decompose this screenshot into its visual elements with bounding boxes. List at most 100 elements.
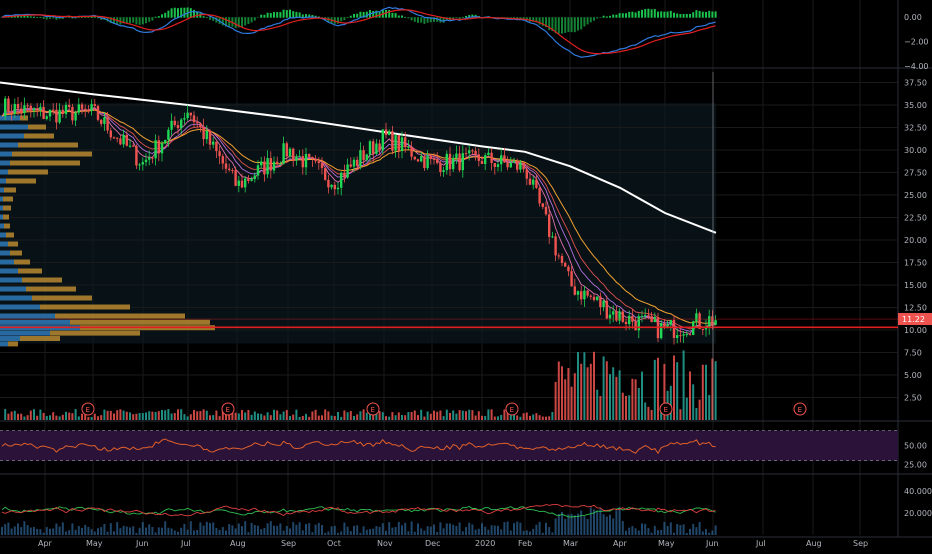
volume-profile-bar-blue — [0, 286, 26, 292]
adx-bar — [74, 529, 77, 535]
candle-body — [112, 137, 116, 139]
candle-body — [448, 153, 452, 170]
candle-body — [16, 104, 20, 109]
macd-histogram-bar — [615, 14, 618, 18]
candle-body — [506, 162, 509, 168]
macd-histogram-bar — [433, 17, 435, 22]
volume-bar — [359, 411, 362, 420]
volume-bar — [519, 416, 522, 420]
adx-bar — [103, 523, 106, 535]
candle-body — [647, 315, 650, 317]
volume-bar — [394, 415, 397, 420]
candle-body — [263, 161, 266, 175]
price-tick-label: 12.50 — [904, 304, 927, 313]
adx-bar — [612, 518, 615, 535]
macd-histogram-bar — [465, 15, 467, 18]
volume-profile-bar-gold — [18, 268, 42, 274]
candle-body — [487, 152, 490, 156]
adx-bar — [564, 518, 567, 535]
macd-histogram-bar — [605, 16, 608, 18]
adx-bar — [471, 524, 474, 535]
candle-body — [596, 296, 599, 300]
candle-body — [276, 161, 279, 165]
adx-bar — [202, 525, 205, 535]
adx-bar — [516, 521, 519, 535]
macd-histogram-bar — [609, 15, 611, 18]
volume-bar — [65, 411, 67, 420]
earnings-marker-label: E — [510, 406, 514, 414]
volume-bar — [340, 416, 343, 420]
adx-bar — [215, 527, 218, 535]
volume-bar — [109, 410, 112, 420]
macd-histogram-bar — [279, 12, 282, 18]
adx-bar — [423, 530, 426, 535]
adx-bar — [676, 524, 679, 535]
candle-body — [186, 112, 189, 119]
macd-histogram-bar — [141, 17, 144, 25]
candle-body — [445, 153, 448, 171]
adx-bar — [650, 532, 653, 535]
adx-bar — [618, 507, 621, 535]
volume-bar — [74, 409, 77, 420]
macd-histogram-bar — [276, 12, 279, 18]
adx-bar — [468, 522, 471, 535]
candle-body — [170, 120, 173, 130]
adx-bar — [205, 521, 208, 535]
macd-histogram-bar — [532, 17, 535, 22]
volume-bar — [391, 412, 394, 420]
candle-body — [128, 145, 132, 147]
volume-bar — [113, 413, 115, 420]
candle-body — [58, 109, 61, 123]
volume-bar — [330, 415, 333, 420]
volume-profile-bar-blue — [0, 187, 4, 193]
volume-bar — [225, 410, 227, 420]
volume-profile-bar-blue — [0, 277, 22, 283]
candle-body — [634, 321, 637, 331]
adx-bar — [490, 525, 493, 535]
adx-bar — [109, 523, 112, 535]
macd-histogram-bar — [180, 7, 183, 18]
macd-histogram-bar — [455, 17, 458, 18]
macd-histogram-bar — [167, 10, 170, 18]
macd-histogram-bar — [244, 17, 247, 26]
adx-bar — [225, 530, 227, 535]
candle-body — [228, 168, 231, 171]
volume-bar — [183, 414, 186, 420]
adx-bar — [353, 525, 355, 535]
adx-bar — [209, 523, 211, 535]
candle-body — [231, 170, 234, 172]
macd-histogram-bar — [417, 17, 419, 23]
adx-bar — [493, 525, 496, 535]
adx-bar — [426, 526, 429, 535]
adx-bar — [244, 521, 247, 535]
macd-histogram-bar — [145, 17, 147, 24]
macd-histogram-bar — [695, 10, 698, 18]
macd-histogram-bar — [138, 17, 141, 25]
volume-bar — [695, 408, 698, 420]
adx-bar — [39, 529, 42, 535]
adx-bar — [65, 531, 67, 535]
adx-bar — [375, 526, 378, 535]
candle-body — [685, 334, 688, 336]
adx-bar — [346, 526, 349, 535]
volume-profile-bar-blue — [0, 214, 3, 220]
macd-histogram-bar — [545, 17, 547, 28]
candle-body — [388, 131, 391, 135]
volume-bar — [81, 413, 83, 420]
macd-histogram-bar — [81, 16, 83, 18]
volume-bar — [535, 413, 538, 420]
candle-body — [660, 323, 663, 339]
volume-bar — [247, 410, 250, 420]
volume-bar — [676, 362, 679, 420]
volume-bar — [116, 410, 119, 420]
macd-histogram-bar — [129, 17, 131, 24]
candle-body — [109, 130, 112, 138]
volume-bar — [61, 414, 64, 420]
adx-bar — [417, 523, 419, 535]
volume-bar — [349, 410, 352, 420]
volume-bar — [276, 410, 279, 420]
candle-body — [71, 107, 74, 121]
candle-body — [103, 117, 106, 124]
